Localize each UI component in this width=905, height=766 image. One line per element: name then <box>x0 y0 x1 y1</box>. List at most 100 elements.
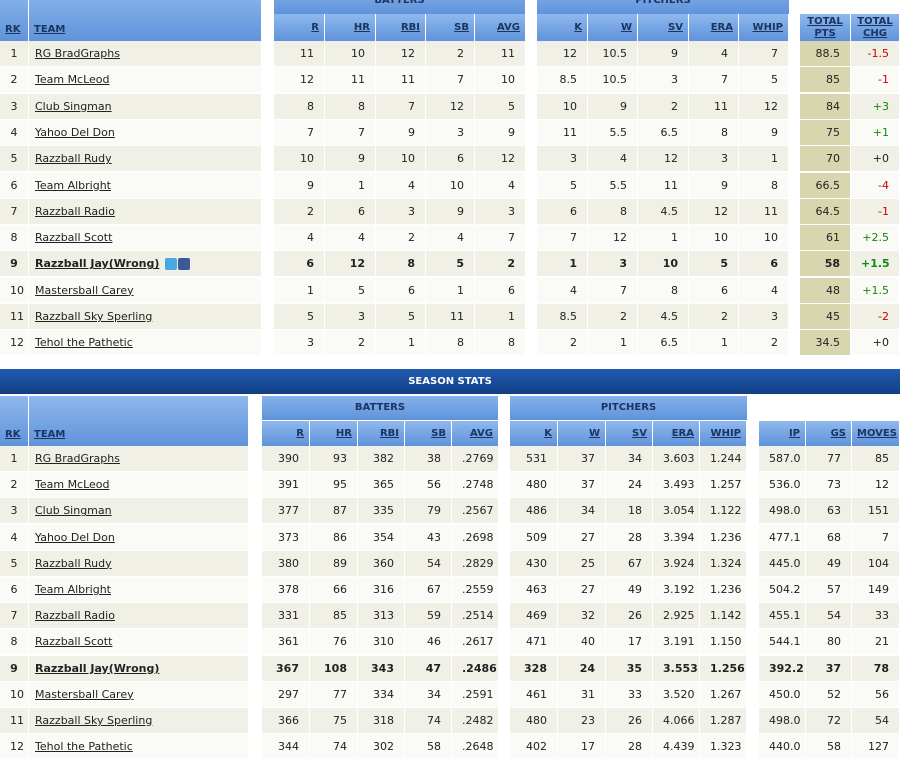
team-cell: Razzball Radio <box>29 198 261 224</box>
column-header[interactable]: W <box>588 14 637 41</box>
column-header[interactable]: K <box>510 421 557 446</box>
team-link[interactable]: RG BradGraphs <box>35 452 120 465</box>
stat-cell: 67 <box>405 577 451 602</box>
team-link[interactable]: Yahoo Del Don <box>35 530 115 544</box>
column-header[interactable]: GS <box>806 421 851 446</box>
column-header[interactable]: HR <box>325 14 375 41</box>
rank: 11 <box>0 304 28 329</box>
team-link[interactable]: Razzball Jay(Wrong) <box>35 257 160 271</box>
column-header[interactable]: R <box>274 14 324 41</box>
team-link[interactable]: Team Albright <box>35 178 111 192</box>
facebook-icon[interactable] <box>178 258 191 271</box>
team-link[interactable]: Yahoo Del Don <box>35 125 115 139</box>
stat-cell: 46 <box>405 629 451 655</box>
stat-cell: 450.0 <box>759 681 805 707</box>
stat-cell: 2 <box>588 304 637 329</box>
rank: 2 <box>0 472 28 498</box>
stat-cell: 10.5 <box>588 41 637 66</box>
column-header[interactable]: RBI <box>376 14 425 41</box>
stat-cell: 95 <box>310 472 357 498</box>
stat-cell: 24 <box>606 472 652 498</box>
column-header[interactable]: MOVES <box>852 421 899 446</box>
rank: 8 <box>0 225 28 251</box>
stat-cell: 56 <box>405 472 451 498</box>
stat-cell: 104 <box>852 550 899 576</box>
team-link[interactable]: Mastersball Carey <box>35 687 134 701</box>
column-header[interactable]: RBI <box>358 421 404 446</box>
stat-cell: 3 <box>376 198 425 224</box>
team-link[interactable]: Razzball Sky Sperling <box>35 310 153 323</box>
team-link[interactable]: Mastersball Carey <box>35 283 134 297</box>
team-link[interactable]: RG BradGraphs <box>35 47 120 60</box>
stat-cell: 11 <box>638 172 688 198</box>
team-link[interactable]: Razzball Sky Sperling <box>35 714 153 727</box>
stat-cell: 1.150 <box>700 629 746 655</box>
rank: 8 <box>0 629 28 655</box>
stat-cell: 4 <box>689 41 738 66</box>
stat-cell: 5 <box>537 172 587 198</box>
column-header[interactable]: SV <box>638 14 688 41</box>
team-link[interactable]: Razzball Radio <box>35 204 115 218</box>
stat-cell: 310 <box>358 629 404 655</box>
stat-cell: 89 <box>310 550 357 576</box>
stat-cell: 509 <box>510 524 557 550</box>
stat-cell: 12 <box>638 146 688 172</box>
stat-cell: 2 <box>537 330 587 356</box>
column-header[interactable]: TEAM <box>29 396 248 446</box>
team-link[interactable]: Razzball Rudy <box>35 556 112 570</box>
team-link[interactable]: Razzball Radio <box>35 609 115 623</box>
team-link[interactable]: Razzball Jay(Wrong) <box>35 661 160 675</box>
column-header[interactable]: ERA <box>653 421 699 446</box>
column-header[interactable]: AVG <box>475 14 525 41</box>
team-link[interactable]: Team McLeod <box>35 478 110 492</box>
stat-cell: .2559 <box>452 577 498 602</box>
stat-cell: 43 <box>405 524 451 550</box>
stat-cell: 392.2 <box>759 655 805 681</box>
stat-cell: 86 <box>310 524 357 550</box>
column-header[interactable]: K <box>537 14 587 41</box>
column-header[interactable]: RK <box>0 396 28 446</box>
stat-cell: 1.323 <box>700 734 746 760</box>
team-link[interactable]: Tehol the Pathetic <box>35 740 133 754</box>
stat-cell: 67 <box>606 550 652 576</box>
group-header: BATTERS <box>262 396 498 420</box>
stat-cell: 72 <box>806 708 851 733</box>
team-link[interactable]: Team McLeod <box>35 73 110 87</box>
column-header[interactable]: WHIP <box>739 14 788 41</box>
column-header[interactable]: W <box>558 421 605 446</box>
stat-cell: 2 <box>325 330 375 356</box>
column-header[interactable]: SV <box>606 421 652 446</box>
stat-cell: 88.5 <box>800 41 850 66</box>
column-header[interactable]: WHIP <box>700 421 746 446</box>
column-header[interactable]: ERA <box>689 14 738 41</box>
stat-cell: 45 <box>800 304 850 329</box>
column-header[interactable]: TOTAL PTS <box>800 14 850 41</box>
stat-cell: 430 <box>510 550 557 576</box>
column-header[interactable]: SB <box>426 14 474 41</box>
stat-cell: 378 <box>262 577 309 602</box>
column-header[interactable]: TEAM <box>29 0 261 41</box>
column-header[interactable]: HR <box>310 421 357 446</box>
stat-cell: +1.5 <box>851 251 899 277</box>
column-header[interactable]: TOTAL CHG <box>851 14 899 41</box>
team-link[interactable]: Razzball Scott <box>35 231 113 245</box>
team-link[interactable]: Club Singman <box>35 504 112 518</box>
column-header[interactable]: R <box>262 421 309 446</box>
twitter-icon[interactable] <box>165 258 178 271</box>
column-header[interactable]: IP <box>759 421 805 446</box>
stat-cell: 21 <box>852 629 899 655</box>
stat-cell: 3 <box>638 67 688 93</box>
team-link[interactable]: Club Singman <box>35 99 112 113</box>
team-link[interactable]: Tehol the Pathetic <box>35 336 133 350</box>
stat-cell: 461 <box>510 681 557 707</box>
stat-cell: 84 <box>800 93 850 119</box>
stat-cell: 3 <box>689 146 738 172</box>
stat-cell: 1.256 <box>700 655 746 681</box>
column-header[interactable]: SB <box>405 421 451 446</box>
column-header[interactable]: AVG <box>452 421 498 446</box>
team-link[interactable]: Razzball Scott <box>35 635 113 649</box>
team-link[interactable]: Razzball Rudy <box>35 152 112 166</box>
team-cell: Razzball Jay(Wrong) <box>29 251 261 277</box>
team-link[interactable]: Team Albright <box>35 583 111 596</box>
column-header[interactable]: RK <box>0 0 28 41</box>
